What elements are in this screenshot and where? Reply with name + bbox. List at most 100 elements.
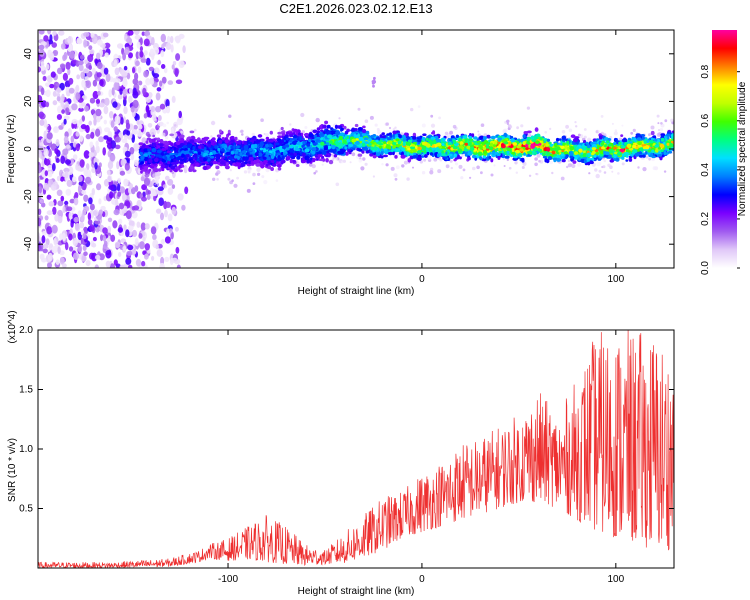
- spectrogram-cell: [72, 176, 77, 183]
- spectrogram-cell: [107, 217, 113, 223]
- spectrogram-cell: [92, 90, 99, 100]
- spectrogram-cell: [124, 46, 130, 55]
- spectrogram-cell: [345, 151, 349, 156]
- spectrogram-cell: [430, 123, 436, 128]
- spectrogram-cell: [648, 157, 651, 161]
- spectrogram-cell: [46, 210, 53, 216]
- spectrogram-cell: [160, 239, 165, 245]
- spectrogram-cell: [132, 67, 136, 74]
- spectrogram-cell: [50, 71, 56, 78]
- spectrogram-cell: [115, 263, 121, 268]
- spectrogram-cell: [642, 167, 647, 172]
- spectrogram-cell: [83, 39, 88, 48]
- spectrogram-cell: [110, 120, 115, 128]
- spectrogram-cell: [385, 122, 389, 126]
- spectrogram-cell: [75, 143, 81, 152]
- spectrogram-cell: [44, 170, 48, 177]
- spectrogram-cell: [372, 154, 377, 159]
- spectrogram-cell: [621, 162, 625, 166]
- spectrogram-cell: [38, 44, 45, 50]
- spectrogram-cell: [412, 166, 414, 169]
- spectrogram-cell: [595, 173, 600, 179]
- spectrogram-cell: [263, 133, 266, 135]
- spectrogram-cell: [56, 93, 61, 98]
- spectrogram-cell: [504, 155, 510, 159]
- spectrogram-cell: [149, 48, 154, 55]
- spectrogram-cell: [62, 263, 67, 268]
- spectrogram-cell: [150, 226, 157, 235]
- spectrogram-cell: [87, 219, 93, 226]
- spectrogram-cell: [621, 138, 627, 143]
- spectrogram-cell: [125, 122, 131, 130]
- spectrogram-cell: [449, 130, 453, 135]
- spectrogram-cell: [143, 70, 149, 78]
- spectrogram-cell: [160, 33, 166, 43]
- spectrogram-cell: [587, 138, 591, 142]
- spectrogram-cell: [176, 264, 181, 268]
- spectrogram-cell: [52, 90, 57, 97]
- spectrogram-cell: [502, 157, 506, 161]
- spectrogram-cell: [157, 186, 164, 191]
- spectrogram-cell: [467, 157, 471, 161]
- spectrogram-cell: [155, 92, 161, 101]
- spectrogram-cell: [656, 132, 662, 137]
- spectrogram-cell: [58, 30, 65, 36]
- spectrogram-cell: [406, 177, 410, 181]
- spectrogram-cell: [131, 187, 136, 195]
- spectrogram-cell: [98, 253, 105, 261]
- spectrogram-cell: [165, 105, 171, 114]
- spectrogram-cell: [127, 30, 134, 36]
- spectrogram-cell: [175, 53, 181, 61]
- spectrogram-cell: [103, 67, 109, 75]
- spectrogram-cell: [534, 162, 538, 167]
- spectrogram-cell: [97, 90, 101, 96]
- spectrogram-cell: [65, 107, 70, 116]
- spectrogram-cell: [75, 92, 81, 101]
- spectrogram-cell: [315, 170, 318, 173]
- spectrogram-cell: [47, 30, 52, 35]
- spectrogram-cell: [124, 150, 131, 158]
- spectrogram-cell: [60, 176, 65, 182]
- spectrogram-cell: [315, 117, 320, 123]
- spectrogram-cell: [131, 229, 138, 238]
- spectrogram-cell: [143, 50, 148, 56]
- spectrogram-cell: [633, 137, 637, 142]
- spectrogram-cell: [129, 183, 134, 189]
- spectrogram-cell: [351, 152, 356, 157]
- spectrogram-cell: [119, 170, 126, 176]
- spectrogram-cell: [118, 252, 122, 257]
- spectrogram-cell: [44, 39, 50, 48]
- spectrogram-cell: [184, 186, 189, 195]
- spectrogram-cell: [167, 80, 174, 85]
- spectrogram-cell: [141, 196, 147, 202]
- spectrogram-cell: [445, 164, 450, 169]
- spectrogram-cell: [61, 93, 65, 102]
- spectrogram-cell: [144, 243, 150, 251]
- spectrogram-cell: [83, 194, 89, 202]
- spectrogram-cell: [160, 212, 164, 221]
- spectrogram-cell: [577, 162, 581, 167]
- spectrogram-cell: [80, 71, 85, 80]
- spectrogram-cell: [79, 118, 83, 125]
- spectrogram-cell: [79, 54, 85, 60]
- spectrogram-cell: [105, 260, 111, 268]
- spectrogram-cell: [162, 184, 168, 189]
- spectrogram-cell: [127, 225, 134, 231]
- spectrogram-cell: [109, 191, 114, 199]
- spectrogram-cell: [125, 210, 132, 220]
- spectrogram-cell: [143, 177, 151, 186]
- spectrogram-cell: [69, 50, 75, 59]
- spectrogram-cell: [181, 134, 185, 138]
- spectrogram-cell: [113, 209, 120, 216]
- spectrogram-cell: [75, 84, 80, 93]
- spectrogram-cell: [107, 225, 111, 233]
- spectrogram-cell: [56, 189, 63, 197]
- spectrogram-cell: [147, 123, 153, 128]
- spectrogram-cell: [47, 262, 52, 268]
- spectrogram-cell: [143, 38, 150, 47]
- spectrogram-cell: [56, 96, 61, 102]
- spectrogram-cell: [133, 159, 139, 167]
- spectrogram-cell: [153, 67, 160, 75]
- spectrogram-cell: [480, 123, 485, 127]
